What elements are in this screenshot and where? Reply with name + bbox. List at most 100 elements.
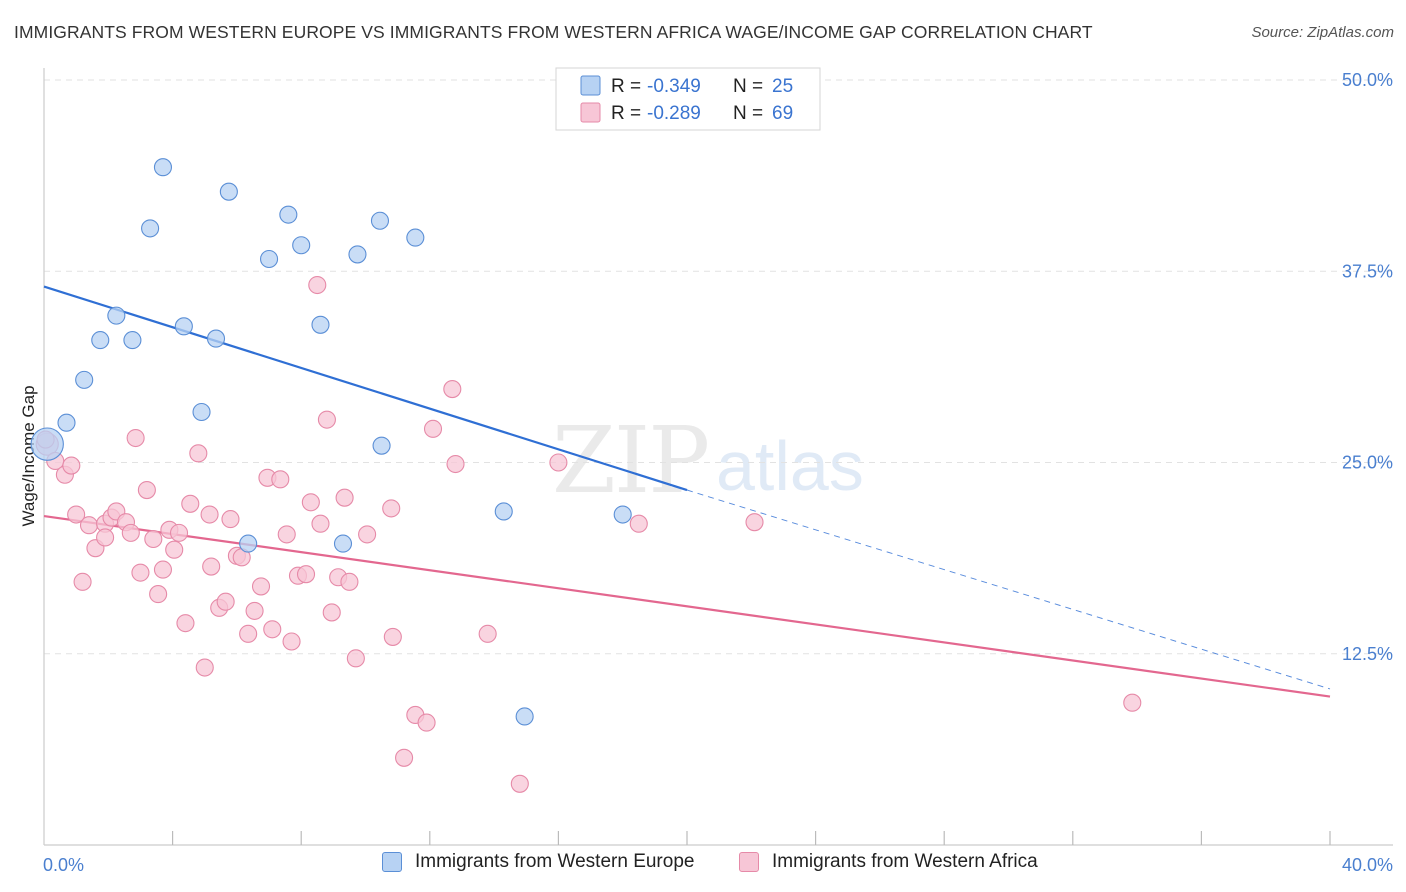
- data-point-western-europe: [174, 317, 193, 336]
- data-point-western-africa: [549, 453, 568, 472]
- trend-line-western-europe: [43, 285, 688, 492]
- data-point-western-africa: [745, 513, 764, 532]
- data-point-western-africa: [149, 585, 168, 604]
- data-point-western-africa: [340, 572, 359, 591]
- bottom-legend-label-western-africa: Immigrants from Western Africa: [772, 851, 1038, 872]
- data-point-western-africa: [510, 774, 529, 793]
- watermark-atlas: atlas: [716, 427, 864, 505]
- data-point-western-europe: [192, 402, 211, 422]
- data-point-western-africa: [629, 514, 648, 533]
- legend-r-label-pink: R =: [611, 103, 641, 124]
- data-point-western-europe: [141, 219, 160, 238]
- data-point-western-africa: [121, 523, 140, 542]
- data-point-western-africa: [73, 572, 92, 591]
- data-point-western-africa: [423, 419, 443, 438]
- legend-n-label-blue: N =: [733, 76, 763, 97]
- legend-r-value-blue: -0.349: [647, 76, 701, 97]
- y-tick-label: 37.5%: [1342, 261, 1393, 281]
- data-point-western-africa: [443, 380, 462, 399]
- bottom-legend-swatch-pink: [739, 852, 759, 872]
- bottom-legend-label-western-europe: Immigrants from Western Europe: [415, 851, 695, 872]
- gridlines: [44, 79, 1393, 655]
- data-point-western-europe: [515, 707, 534, 726]
- data-point-western-africa: [346, 649, 365, 668]
- data-point-western-africa: [96, 528, 115, 547]
- bottom-legend-item-western-africa: Immigrants from Western Africa: [739, 851, 1038, 873]
- legend-swatch-pink: [580, 102, 601, 123]
- y-axis-label: Wage/Income Gap: [19, 385, 38, 526]
- x-tick-label-max: 40.0%: [1342, 855, 1393, 875]
- data-point-western-europe: [57, 413, 76, 432]
- data-point-western-africa: [189, 444, 208, 463]
- data-point-western-africa: [216, 592, 235, 611]
- trend-line-western-europe-extension: [686, 489, 1331, 690]
- data-point-western-africa: [1123, 693, 1142, 712]
- data-point-western-europe: [107, 306, 126, 325]
- data-point-western-europe: [494, 502, 513, 521]
- y-tick-label: 25.0%: [1342, 453, 1393, 473]
- series-western-europe-points: [30, 158, 632, 726]
- data-point-western-africa: [79, 516, 99, 535]
- data-point-western-europe: [30, 427, 64, 461]
- chart-source: Source: ZipAtlas.com: [1251, 24, 1394, 41]
- legend-swatch-blue: [580, 75, 601, 96]
- data-point-western-europe: [370, 211, 390, 230]
- data-point-western-africa: [478, 624, 497, 643]
- data-point-western-africa: [200, 505, 219, 524]
- data-point-western-europe: [239, 534, 258, 553]
- data-point-western-africa: [144, 529, 163, 549]
- data-point-western-africa: [446, 454, 465, 474]
- data-point-western-africa: [308, 275, 327, 295]
- data-point-western-europe: [259, 249, 279, 269]
- data-point-western-africa: [417, 713, 436, 732]
- y-tick-labels: 12.5% 25.0% 37.5% 50.0%: [1342, 70, 1393, 664]
- legend-n-value-blue: 25: [772, 76, 793, 97]
- data-point-western-africa: [263, 620, 282, 639]
- data-point-western-africa: [67, 505, 86, 524]
- trend-line-western-africa: [43, 514, 1331, 698]
- data-point-western-africa: [131, 563, 150, 582]
- y-tick-label: 50.0%: [1342, 70, 1393, 90]
- bottom-legend-swatch-blue: [382, 852, 402, 872]
- data-point-western-europe: [153, 158, 173, 177]
- watermark: ZIP atlas: [552, 407, 864, 514]
- x-ticks: [172, 831, 1331, 845]
- data-point-western-europe: [206, 329, 226, 348]
- data-point-western-europe: [75, 370, 94, 389]
- data-point-western-europe: [406, 228, 425, 247]
- data-point-western-africa: [169, 523, 189, 542]
- bottom-legend: Immigrants from Western Europe Immigrant…: [0, 851, 1406, 879]
- legend-n-value-pink: 69: [772, 103, 793, 124]
- data-point-western-africa: [176, 614, 195, 633]
- top-legend: R = -0.349 N = 25 R = -0.289 N = 69: [555, 67, 821, 131]
- data-point-western-europe: [311, 315, 330, 334]
- data-point-western-africa: [137, 480, 156, 500]
- legend-r-value-pink: -0.289: [647, 103, 701, 124]
- data-point-western-africa: [251, 577, 271, 596]
- chart-title: IMMIGRANTS FROM WESTERN EUROPE VS IMMIGR…: [14, 22, 1093, 42]
- data-point-western-africa: [382, 499, 401, 518]
- series-western-africa-points: [35, 275, 1142, 793]
- watermark-zip: ZIP: [552, 407, 708, 514]
- data-point-western-europe: [333, 534, 353, 553]
- legend-n-label-pink: N =: [733, 103, 763, 124]
- data-point-western-africa: [245, 601, 264, 620]
- data-point-western-africa: [271, 470, 290, 489]
- data-point-western-africa: [165, 540, 184, 559]
- data-point-western-africa: [311, 514, 330, 533]
- data-point-western-africa: [282, 632, 301, 651]
- x-tick-label-min: 0.0%: [43, 855, 84, 875]
- data-point-western-europe: [372, 436, 391, 455]
- data-point-western-africa: [296, 565, 316, 584]
- data-point-western-europe: [292, 236, 311, 255]
- data-point-western-africa: [277, 525, 296, 544]
- data-point-western-africa: [153, 560, 173, 579]
- data-point-western-africa: [239, 624, 258, 643]
- data-point-western-africa: [322, 603, 341, 622]
- data-point-western-europe: [123, 331, 142, 350]
- data-point-western-africa: [126, 428, 145, 448]
- data-point-western-africa: [358, 525, 377, 544]
- data-point-western-africa: [395, 748, 414, 767]
- data-point-western-africa: [62, 456, 81, 475]
